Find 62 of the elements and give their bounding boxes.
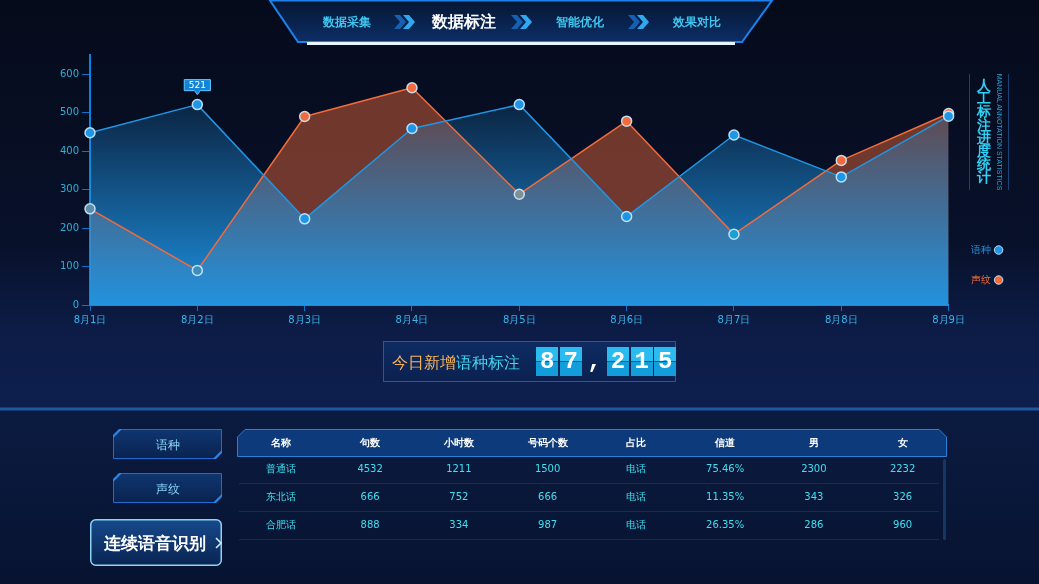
text: 26.35% bbox=[706, 519, 745, 531]
text: 752 bbox=[449, 491, 469, 503]
text: 4532 bbox=[357, 463, 383, 475]
y-tick-label: 400 bbox=[59, 144, 79, 156]
text: 2232 bbox=[889, 463, 916, 475]
text: 电话 bbox=[626, 491, 647, 503]
category-label: 名称 bbox=[271, 437, 292, 448]
y-tick-label: 100 bbox=[59, 260, 79, 272]
text: 960 bbox=[893, 519, 913, 531]
x-tick-label: 8月8日 bbox=[824, 313, 858, 325]
text: 声纹 bbox=[155, 481, 180, 496]
text: 666 bbox=[360, 491, 380, 503]
text: 电话 bbox=[626, 463, 647, 475]
x-tick-label: 8月5日 bbox=[502, 313, 536, 325]
text: 合肥话 bbox=[266, 519, 297, 531]
text: 今日新增 bbox=[392, 353, 456, 372]
text: 效果对比 bbox=[672, 15, 721, 29]
y-tick-label: 600 bbox=[59, 67, 79, 79]
annotation: 521 bbox=[188, 79, 206, 90]
text: 326 bbox=[893, 491, 913, 503]
y-tick-label: 300 bbox=[59, 183, 79, 195]
legend-label: 声纹 bbox=[970, 273, 991, 285]
text: 343 bbox=[804, 491, 824, 503]
y-tick-label: 200 bbox=[59, 221, 79, 233]
category-label: 占比 bbox=[626, 437, 647, 448]
x-tick-label: 8月6日 bbox=[610, 313, 643, 325]
text: 87,215 bbox=[540, 347, 682, 376]
x-tick-label: 8月3日 bbox=[288, 313, 322, 325]
text: 888 bbox=[360, 519, 380, 531]
text: 1500 bbox=[534, 463, 561, 475]
x-tick-label: 8月9日 bbox=[932, 313, 965, 325]
text: 普通话 bbox=[266, 463, 297, 475]
y-tick-label: 500 bbox=[59, 106, 79, 118]
text: 语种标注 bbox=[456, 353, 520, 372]
category-label: 男 bbox=[808, 437, 819, 448]
x-tick-label: 8月1日 bbox=[73, 313, 107, 325]
legend-label: 语种 bbox=[970, 243, 991, 255]
text: 电话 bbox=[626, 519, 647, 531]
text: 286 bbox=[804, 519, 824, 531]
text: 75.46% bbox=[706, 463, 745, 475]
x-tick-label: 8月4日 bbox=[395, 313, 429, 325]
category-label: 信道 bbox=[715, 437, 736, 448]
x-tick-label: 8月7日 bbox=[717, 313, 751, 325]
text: 连续语音识别 bbox=[104, 532, 206, 552]
text: 数据标注 bbox=[431, 12, 496, 31]
text: 语种 bbox=[155, 437, 180, 452]
text: 11.35% bbox=[706, 491, 745, 503]
y-tick-label: 0 bbox=[72, 298, 79, 310]
text: 666 bbox=[538, 491, 558, 503]
text: 智能优化 bbox=[556, 15, 605, 29]
category-label: 号码个数 bbox=[527, 437, 568, 448]
category-label: 句数 bbox=[360, 437, 381, 448]
text: 2300 bbox=[801, 463, 827, 475]
category-label: 小时数 bbox=[443, 437, 474, 448]
text: 东北话 bbox=[266, 491, 297, 503]
text: 987 bbox=[538, 519, 558, 531]
text: 1211 bbox=[446, 463, 472, 475]
text: 人工标注进度统计 bbox=[976, 77, 992, 186]
text: 数据采集 bbox=[323, 15, 371, 29]
text: 334 bbox=[449, 519, 469, 531]
x-tick-label: 8月2日 bbox=[180, 313, 214, 325]
category-label: 女 bbox=[897, 437, 908, 448]
